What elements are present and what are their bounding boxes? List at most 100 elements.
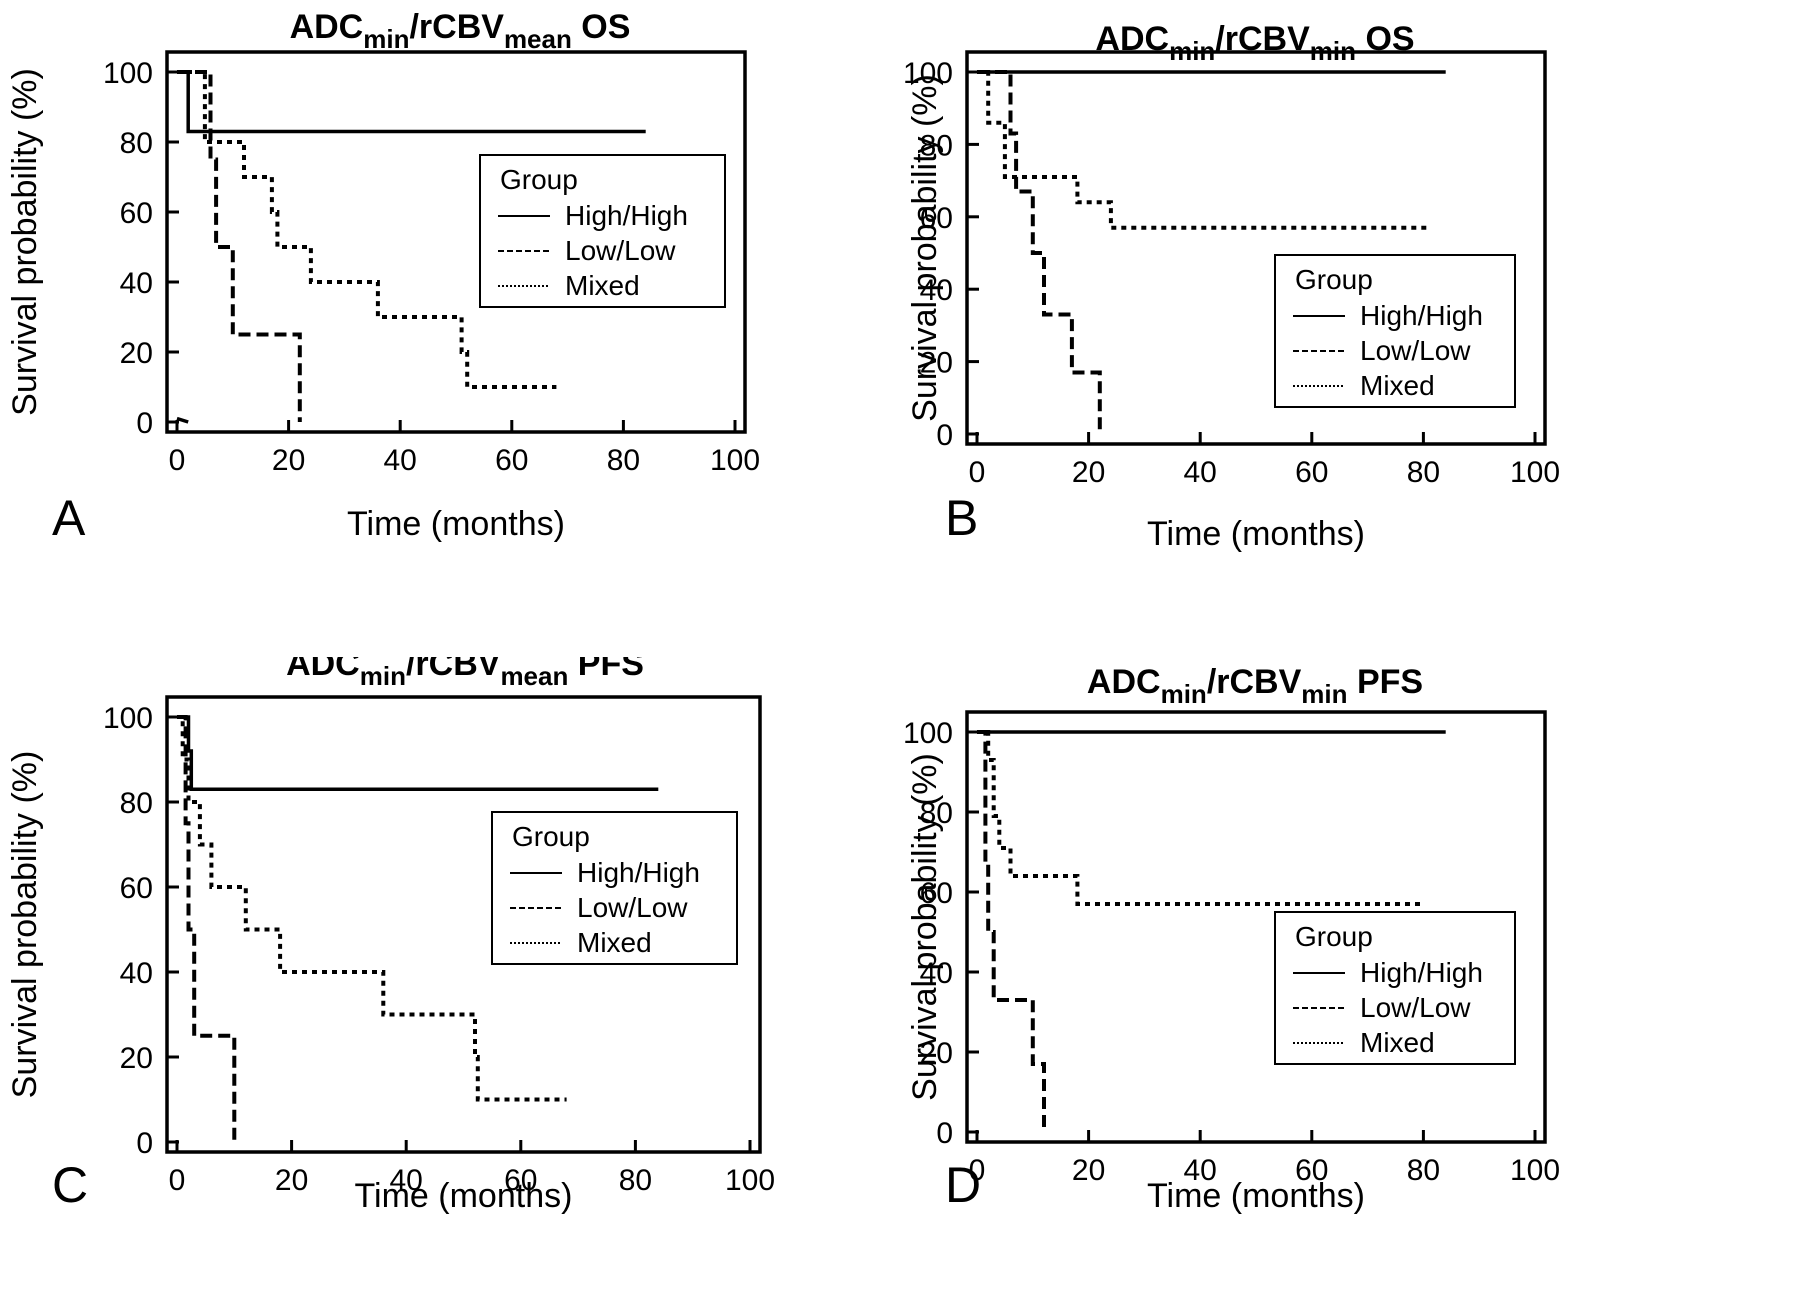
x-tick-label: 60 bbox=[504, 1164, 537, 1197]
chart-title: ADCmin/rCBVmin PFS bbox=[1087, 663, 1423, 709]
series-mixed-line bbox=[977, 70, 1429, 230]
x-tick-label: 40 bbox=[384, 444, 417, 477]
y-tick-label: 0 bbox=[136, 1127, 153, 1160]
y-tick-label: 100 bbox=[903, 57, 953, 90]
y-tick-label: 100 bbox=[103, 57, 153, 90]
title-part-tail: PFS bbox=[1348, 663, 1424, 701]
series-mixed-line bbox=[177, 715, 567, 1102]
title-part-sub2: min bbox=[1301, 679, 1347, 709]
panel-letter: B bbox=[945, 490, 978, 546]
title-part-mid: /rCBV bbox=[409, 8, 504, 46]
title-part-sub1: min bbox=[1161, 679, 1207, 709]
x-tick-label: 0 bbox=[169, 1164, 186, 1197]
plot-frame bbox=[965, 50, 1547, 446]
series-mixed-line bbox=[977, 730, 1424, 906]
legend-entry-label: Mixed bbox=[1360, 1027, 1435, 1058]
chart-title: ADCmin/rCBVmean PFS bbox=[286, 657, 644, 691]
panel-letter: C bbox=[52, 1157, 88, 1213]
series-high-high-line bbox=[177, 70, 646, 134]
x-tick-label: 100 bbox=[710, 444, 760, 477]
legend: Group High/High Low/Low Mixed bbox=[1274, 254, 1516, 408]
title-part-sub2: min bbox=[1310, 36, 1356, 66]
x-tick-label: 40 bbox=[390, 1164, 423, 1197]
series-high-high-line bbox=[177, 715, 659, 792]
panel-c: ADCmin/rCBVmean PFS 0 20 40 60 80 100 0 20 40 60 80… bbox=[0, 657, 900, 1314]
censor-segment bbox=[176, 416, 189, 424]
series-low-low-line bbox=[177, 715, 237, 1142]
title-part-mid: /rCBV bbox=[1215, 20, 1310, 58]
legend-entry-label: Mixed bbox=[577, 927, 652, 958]
y-tick-label: 80 bbox=[120, 127, 153, 160]
series-mixed-line bbox=[177, 70, 557, 389]
legend: Group High/High Low/Low Mixed bbox=[1274, 911, 1516, 1065]
legend-entry-label: Mixed bbox=[1360, 370, 1435, 401]
x-tick-label: 80 bbox=[619, 1164, 652, 1197]
y-tick-label: 60 bbox=[920, 202, 953, 235]
title-part-sub1: min bbox=[363, 24, 409, 54]
x-tick-label: 60 bbox=[495, 444, 528, 477]
x-tick-label: 100 bbox=[1510, 456, 1560, 489]
x-tick-label: 0 bbox=[969, 456, 986, 489]
plot-frame bbox=[165, 695, 762, 1154]
y-tick-label: 0 bbox=[936, 1117, 953, 1150]
legend-title: Group bbox=[1295, 264, 1373, 295]
y-tick-label: 80 bbox=[920, 797, 953, 830]
title-part-tail: PFS bbox=[568, 657, 644, 683]
y-tick-label: 100 bbox=[103, 702, 153, 735]
legend-entry-label: Low/Low bbox=[1360, 992, 1471, 1023]
x-tick-label: 80 bbox=[1407, 456, 1440, 489]
x-tick-label: 0 bbox=[969, 1154, 986, 1187]
panel-a: ADCmin/rCBVmean OS 0 20 40 60 80 100 0 20 40 60 80 1… bbox=[0, 0, 900, 657]
km-chart-c: ADCmin/rCBVmean PFS 0 20 40 60 80 100 0 20 40 60 80… bbox=[6, 657, 775, 1215]
legend-entry-label: Low/Low bbox=[577, 892, 688, 923]
title-part-base: ADC bbox=[1095, 20, 1169, 58]
title-part-mid: /rCBV bbox=[406, 657, 501, 683]
y-tick-label: 20 bbox=[120, 1042, 153, 1075]
title-part-tail: OS bbox=[572, 8, 631, 46]
y-tick-label: 0 bbox=[936, 419, 953, 452]
title-part-base: ADC bbox=[1087, 663, 1161, 701]
legend-entry-label: Mixed bbox=[565, 270, 640, 301]
x-tick-label: 20 bbox=[275, 1164, 308, 1197]
legend-title: Group bbox=[1295, 921, 1373, 952]
panel-letter: A bbox=[52, 490, 86, 546]
x-tick-label: 0 bbox=[169, 444, 186, 477]
x-axis-label: Time (months) bbox=[1147, 515, 1365, 553]
x-axis-label: Time (months) bbox=[1147, 1177, 1365, 1215]
title-part-sub1: min bbox=[1169, 36, 1215, 66]
legend-entry-label: High/High bbox=[565, 200, 688, 231]
legend-entry-label: High/High bbox=[1360, 957, 1483, 988]
title-part-tail: OS bbox=[1356, 20, 1415, 58]
y-axis-label: Survival probability (%) bbox=[906, 753, 944, 1101]
x-tick-label: 20 bbox=[1072, 1154, 1105, 1187]
y-tick-label: 60 bbox=[920, 877, 953, 910]
y-tick-label: 20 bbox=[920, 1037, 953, 1070]
panel-letter: D bbox=[945, 1157, 981, 1213]
y-tick-label: 60 bbox=[120, 197, 153, 230]
y-axis-label: Survival probability (%) bbox=[906, 74, 944, 422]
legend-entry-label: Low/Low bbox=[1360, 335, 1471, 366]
y-tick-label: 60 bbox=[120, 872, 153, 905]
y-tick-label: 40 bbox=[920, 274, 953, 307]
y-tick-label: 0 bbox=[136, 407, 153, 440]
series-low-low-line bbox=[977, 70, 1102, 434]
x-tick-label: 20 bbox=[1072, 456, 1105, 489]
y-tick-label: 80 bbox=[920, 129, 953, 162]
x-tick-label: 100 bbox=[725, 1164, 775, 1197]
y-tick-label: 40 bbox=[120, 957, 153, 990]
title-part-sub2: mean bbox=[504, 24, 572, 54]
title-part-sub2: mean bbox=[500, 661, 568, 691]
legend-entry-label: High/High bbox=[1360, 300, 1483, 331]
plot-frame bbox=[965, 710, 1547, 1144]
y-tick-label: 100 bbox=[903, 717, 953, 750]
y-tick-label: 40 bbox=[120, 267, 153, 300]
x-tick-label: 100 bbox=[1510, 1154, 1560, 1187]
title-part-sub1: min bbox=[360, 661, 406, 691]
y-tick-label: 40 bbox=[920, 957, 953, 990]
panel-b: ADCmin/rCBVmin OS 0 20 40 60 80 100 0 20 40 60 80 10… bbox=[900, 0, 1800, 657]
legend-title: Group bbox=[500, 164, 578, 195]
plot-frame bbox=[165, 50, 747, 434]
legend-title: Group bbox=[512, 821, 590, 852]
